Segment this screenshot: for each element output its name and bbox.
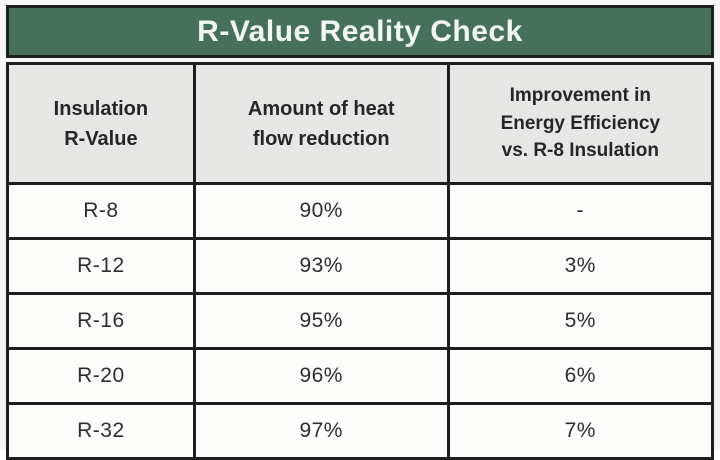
cell-reduction: 90% [192,182,450,240]
table-header: Insulation R-Value Amount of heat flow r… [6,62,715,185]
column-header-insulation-rvalue: Insulation R-Value [6,62,196,185]
cell-improvement: - [446,182,715,240]
cell-reduction: 93% [192,237,450,295]
cell-rvalue: R-32 [6,402,196,460]
rvalue-table: Insulation R-Value Amount of heat flow r… [6,62,715,460]
table-row: R-20 96% 6% [6,347,715,405]
table-row: R-32 97% 7% [6,402,715,460]
page-title: R-Value Reality Check [197,14,523,48]
table-body: R-8 90% - R-12 93% 3% R-16 95% 5% R-20 9… [6,182,715,460]
cell-improvement: 3% [446,237,715,295]
column-header-efficiency-improvement: Improvement in Energy Efficiency vs. R-8… [446,62,715,185]
cell-rvalue: R-12 [6,237,196,295]
cell-rvalue: R-20 [6,347,196,405]
header-row: Insulation R-Value Amount of heat flow r… [6,62,715,185]
table-row: R-12 93% 3% [6,237,715,295]
cell-improvement: 5% [446,292,715,350]
table-row: R-8 90% - [6,182,715,240]
cell-reduction: 96% [192,347,450,405]
cell-rvalue: R-8 [6,182,196,240]
cell-rvalue: R-16 [6,292,196,350]
title-bar: R-Value Reality Check [6,5,714,58]
column-header-heat-flow-reduction: Amount of heat flow reduction [192,62,450,185]
cell-reduction: 97% [192,402,450,460]
cell-reduction: 95% [192,292,450,350]
cell-improvement: 7% [446,402,715,460]
cell-improvement: 6% [446,347,715,405]
table-row: R-16 95% 5% [6,292,715,350]
